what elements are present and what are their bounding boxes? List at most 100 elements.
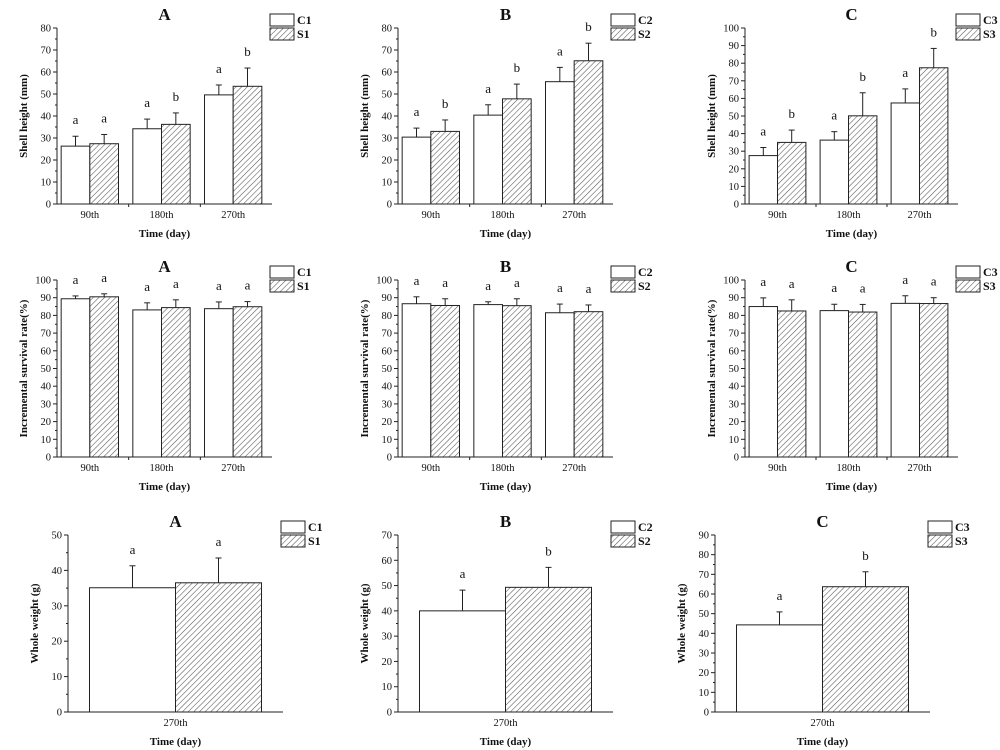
bar-s3-270th	[919, 303, 949, 458]
chart-panel-c-1: C 0 10 20 30 40 50 60 70 80 90 100 90th a b 180th a b 270t…	[706, 5, 998, 240]
y-tick-label: 10	[699, 688, 710, 699]
y-tick-label: 10	[382, 435, 393, 446]
legend-swatch-s2	[610, 27, 636, 41]
y-tick-label: 70	[699, 570, 710, 581]
significance-letter: a	[144, 95, 150, 110]
bar-c1-90th	[60, 298, 91, 458]
y-tick-label: 90	[729, 41, 740, 52]
y-tick-label: 20	[41, 156, 52, 167]
x-tick-label: 270th	[908, 210, 933, 221]
legend-label-s2: S2	[638, 279, 651, 293]
bar-s1-180th	[161, 123, 191, 205]
bar-c3-180th	[819, 310, 849, 458]
bar-s2-270th	[573, 60, 604, 205]
x-tick-label: 90th	[421, 463, 440, 474]
legend-label-s1: S1	[297, 27, 310, 41]
y-axis-title: Whole weight (g)	[676, 583, 688, 663]
x-tick-label: 180th	[491, 210, 516, 221]
bar-c1-180th	[132, 128, 162, 205]
y-tick-label: 20	[41, 417, 52, 428]
bar-s3-270th	[822, 586, 909, 713]
y-tick-label: 10	[729, 182, 740, 193]
y-tick-label: 90	[41, 293, 52, 304]
legend-swatch-c1	[269, 13, 295, 27]
y-tick-label: 0	[46, 200, 51, 211]
bar-s2-270th	[573, 311, 604, 458]
bar-c2-90th	[401, 136, 432, 205]
y-tick-label: 40	[41, 382, 52, 393]
significance-letter: a	[557, 43, 563, 58]
y-tick-label: 30	[699, 649, 710, 660]
chart-panel-a-2: A 0 10 20 30 40 50 60 70 80 90 100 90th a a 180th a a 270t…	[18, 257, 312, 493]
bar-s2-180th	[502, 305, 532, 458]
legend-label-s1: S1	[297, 279, 310, 293]
y-tick-label: 20	[52, 637, 63, 648]
x-tick-label: 180th	[150, 210, 175, 221]
legend-label-c2: C2	[638, 13, 653, 27]
bar-c3-90th	[748, 306, 778, 458]
bar-c2-180th	[473, 304, 504, 458]
y-tick-label: 80	[729, 59, 740, 70]
chart-panel-b-3: B 0 10 20 30 40 50 60 70 270th a b Time (day) Whole w…	[359, 512, 653, 748]
y-tick-label: 40	[41, 112, 52, 123]
x-tick-label: 270th	[221, 210, 246, 221]
significance-letter: a	[144, 279, 150, 294]
significance-letter: a	[760, 274, 766, 289]
y-tick-label: 40	[382, 112, 393, 123]
y-tick-label: 0	[704, 708, 709, 719]
legend-label-c1: C1	[308, 520, 323, 534]
significance-letter: a	[216, 534, 222, 549]
legend-swatch-c3	[955, 13, 981, 27]
y-tick-label: 30	[382, 399, 393, 410]
y-tick-label: 40	[729, 129, 740, 140]
chart-panel-b-1: B 0 10 20 30 40 50 60 70 80 90th a b 180th a b 270th a b Ti…	[359, 5, 653, 240]
legend-label-s2: S2	[638, 534, 651, 548]
bar-s2-90th	[430, 304, 461, 458]
legend-label-c1: C1	[297, 265, 312, 279]
legend-label-s3: S3	[955, 534, 968, 548]
y-tick-label: 30	[729, 399, 740, 410]
x-tick-label: 270th	[562, 463, 587, 474]
x-axis-title: Time (day)	[480, 481, 532, 493]
x-axis-title: Time (day)	[139, 481, 191, 493]
x-tick-label: 270th	[811, 718, 836, 729]
significance-letter: a	[485, 81, 491, 96]
y-axis-title: Incremental survival rate(%)	[359, 299, 371, 437]
y-tick-label: 40	[52, 566, 63, 577]
y-tick-label: 40	[699, 629, 710, 640]
x-tick-label: 90th	[768, 463, 787, 474]
bar-s3-270th	[919, 67, 949, 205]
y-tick-label: 10	[382, 682, 393, 693]
legend-label-c3: C3	[983, 265, 998, 279]
y-tick-label: 20	[729, 417, 740, 428]
panel-title: B	[500, 257, 511, 276]
y-tick-label: 0	[46, 453, 51, 464]
significance-letter: a	[73, 272, 79, 287]
x-axis-title: Time (day)	[139, 228, 191, 240]
y-tick-label: 0	[387, 200, 392, 211]
significance-letter: a	[414, 104, 420, 119]
chart-panel-c-3: C 0 10 20 30 40 50 60 70 80 90 270th a b Time (day) Who…	[676, 512, 970, 748]
significance-letter: b	[862, 548, 869, 563]
panel-title: A	[158, 5, 171, 24]
bar-s1-90th	[89, 143, 120, 205]
significance-letter: b	[514, 60, 521, 75]
bar-c2-270th	[545, 312, 575, 458]
y-axis-title: Incremental survival rate(%)	[18, 299, 30, 437]
legend-swatch-c2	[610, 13, 636, 27]
panel-title: C	[845, 257, 857, 276]
bar-s1-90th	[89, 296, 120, 458]
y-tick-label: 80	[382, 311, 393, 322]
y-axis-title: Incremental survival rate(%)	[706, 299, 718, 437]
bar-c1-270th	[204, 94, 234, 205]
y-tick-label: 20	[382, 657, 393, 668]
legend-label-s2: S2	[638, 27, 651, 41]
significance-letter: b	[442, 96, 449, 111]
y-tick-label: 10	[41, 435, 52, 446]
panel-title: A	[169, 512, 182, 531]
bar-c2-270th	[419, 610, 506, 713]
bar-c3-180th	[819, 139, 849, 205]
y-tick-label: 50	[41, 90, 52, 101]
legend-label-c2: C2	[638, 520, 653, 534]
